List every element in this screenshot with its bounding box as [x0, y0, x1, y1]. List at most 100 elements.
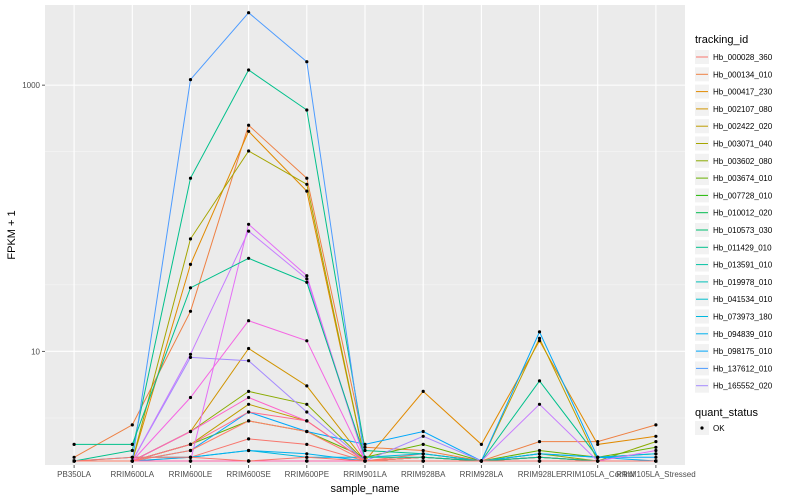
data-point	[305, 429, 309, 434]
data-point	[654, 455, 658, 459]
data-point	[421, 452, 425, 456]
data-point	[363, 455, 367, 459]
series-layer	[72, 11, 658, 463]
data-point	[188, 309, 193, 313]
data-point	[188, 455, 193, 459]
data-point	[72, 459, 76, 463]
legend-label: Hb_003071_040	[713, 140, 773, 149]
data-point	[421, 459, 425, 463]
data-point	[247, 437, 251, 441]
legend-label: Hb_011429_010	[713, 243, 772, 252]
data-point	[537, 379, 542, 383]
data-point	[188, 237, 193, 241]
data-point	[596, 455, 600, 459]
x-tick-label: RRIM928LE	[518, 470, 562, 479]
data-point	[305, 402, 309, 406]
legend-label: Hb_000417_230	[713, 88, 773, 97]
data-point	[247, 11, 251, 15]
data-point	[596, 459, 600, 463]
data-point	[537, 339, 542, 343]
data-point	[654, 440, 658, 444]
data-point	[247, 129, 251, 133]
data-point	[537, 459, 542, 463]
data-point	[247, 149, 251, 153]
axes: 10 1000 PB350LA RRIM600LA RRIM600LE RRIM600SE…	[22, 81, 696, 479]
legend-label: Hb_165552_020	[713, 382, 773, 391]
data-point	[247, 459, 251, 463]
data-point	[72, 455, 76, 459]
data-point	[188, 78, 193, 82]
data-point	[421, 434, 425, 438]
data-point	[247, 319, 251, 323]
data-point	[247, 123, 251, 127]
data-point	[654, 459, 658, 463]
data-point	[130, 455, 134, 459]
data-point	[305, 459, 309, 463]
legend-label: Hb_013591_010	[713, 261, 773, 270]
data-point	[596, 440, 600, 444]
legend-label: Hb_010012_020	[713, 209, 773, 218]
x-tick-label: RRIM901LA	[343, 470, 387, 479]
data-point	[188, 286, 193, 290]
data-point	[596, 442, 600, 446]
legend-label: Hb_000028_360	[713, 53, 773, 62]
data-point	[305, 189, 309, 193]
data-point	[421, 448, 425, 453]
data-point	[363, 459, 367, 463]
data-point	[479, 459, 483, 463]
data-point	[188, 395, 193, 400]
data-point	[305, 455, 309, 459]
data-point	[188, 429, 193, 434]
data-point	[188, 352, 193, 356]
data-point	[247, 222, 251, 226]
data-point	[363, 445, 367, 449]
status-legend-label: OK	[713, 424, 725, 433]
data-point	[421, 389, 425, 393]
legend-label: Hb_094839_010	[713, 330, 773, 339]
data-point	[247, 448, 251, 453]
data-point	[247, 419, 251, 423]
data-point	[421, 429, 425, 434]
data-point	[537, 455, 542, 459]
legend-title: tracking_id	[695, 34, 748, 46]
data-point	[72, 442, 76, 446]
x-tick-label: RRIM600PE	[285, 470, 329, 479]
data-point	[247, 346, 251, 351]
data-point	[188, 262, 193, 266]
data-point	[305, 452, 309, 456]
legend-label: Hb_003602_080	[713, 157, 773, 166]
data-point	[654, 423, 658, 427]
data-point	[654, 445, 658, 449]
data-point	[188, 448, 193, 453]
data-point	[247, 229, 251, 233]
data-point	[537, 402, 542, 406]
y-tick-label: 1000	[22, 81, 40, 90]
legend-label: Hb_137612_010	[713, 364, 773, 373]
data-point	[305, 419, 309, 423]
y-axis-title: FPKM + 1	[6, 210, 18, 259]
x-tick-label: RRIM928LA	[460, 470, 504, 479]
x-tick-label: RRIM105LA_Control	[561, 470, 635, 479]
data-point	[188, 355, 193, 359]
data-point	[537, 330, 542, 334]
data-point	[188, 176, 193, 180]
legend: tracking_id Hb_000028_360 Hb_000134_010 Hb_…	[695, 34, 773, 435]
data-point	[421, 442, 425, 446]
legend-label: Hb_010573_030	[713, 226, 773, 235]
data-point	[247, 389, 251, 393]
data-point	[130, 423, 134, 427]
data-point	[363, 448, 367, 453]
data-point	[247, 395, 251, 400]
legend-label: Hb_019978_010	[713, 278, 773, 287]
data-point	[305, 442, 309, 446]
status-legend-title: quant_status	[695, 407, 758, 419]
legend-label: Hb_007728_010	[713, 191, 773, 200]
y-tick-label: 10	[31, 347, 40, 356]
data-point	[247, 359, 251, 363]
data-point	[305, 277, 309, 281]
data-point	[247, 68, 251, 72]
data-point	[479, 442, 483, 446]
data-point	[305, 182, 309, 186]
data-point	[305, 176, 309, 180]
